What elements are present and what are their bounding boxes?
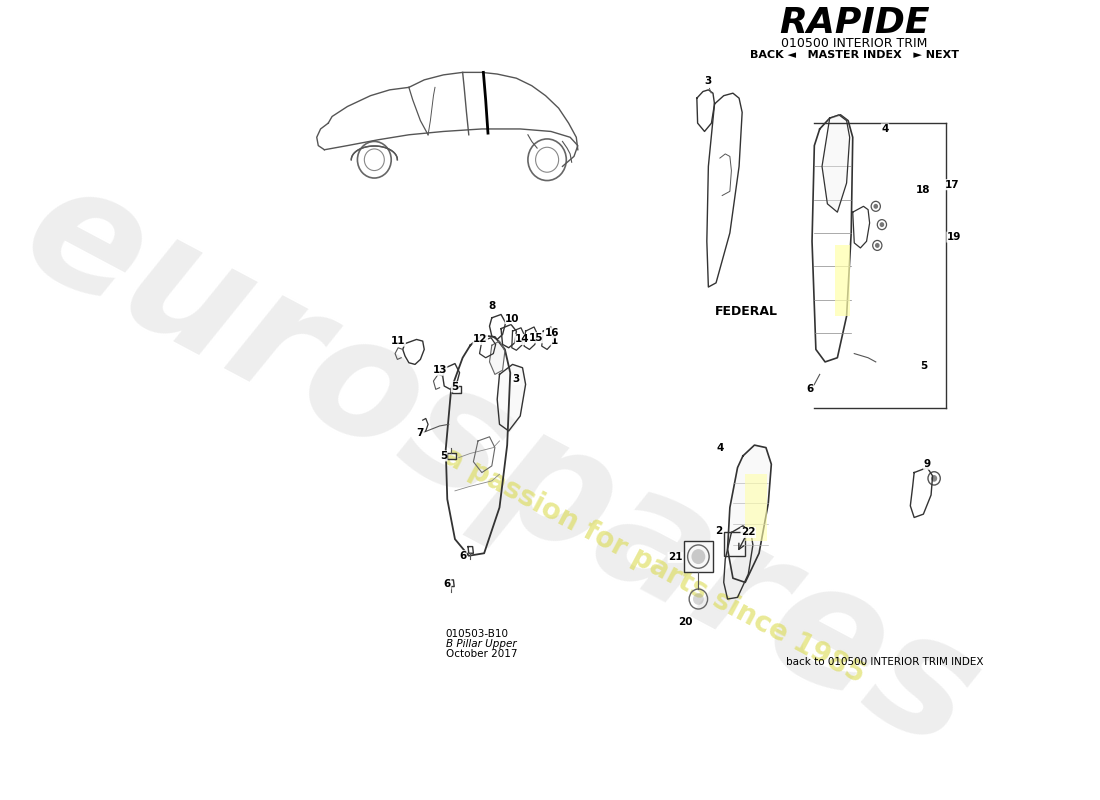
Text: 6: 6: [459, 550, 466, 561]
Bar: [745, 474, 767, 541]
Text: 9: 9: [924, 459, 931, 470]
Polygon shape: [822, 115, 849, 212]
Circle shape: [693, 593, 704, 605]
Text: BACK ◄   MASTER INDEX   ► NEXT: BACK ◄ MASTER INDEX ► NEXT: [750, 50, 959, 60]
Text: 5: 5: [920, 361, 927, 371]
Text: 7: 7: [417, 428, 425, 438]
Text: FEDERAL: FEDERAL: [715, 306, 779, 318]
Text: 6: 6: [806, 384, 813, 394]
Text: 1: 1: [551, 336, 559, 346]
Text: 18: 18: [916, 185, 931, 194]
Text: 16: 16: [544, 328, 559, 338]
Text: a passion for parts since 1985: a passion for parts since 1985: [439, 442, 870, 689]
Text: 4: 4: [881, 124, 889, 134]
Text: 20: 20: [678, 618, 693, 627]
Text: B Pillar Upper: B Pillar Upper: [446, 639, 516, 649]
Text: 10: 10: [505, 314, 520, 324]
Text: 3: 3: [705, 76, 712, 86]
Text: 8: 8: [488, 301, 495, 311]
Text: 11: 11: [390, 336, 406, 346]
Circle shape: [873, 204, 878, 209]
Text: 21: 21: [668, 553, 683, 562]
Text: 17: 17: [945, 180, 960, 190]
Text: 12: 12: [473, 334, 487, 345]
Text: 010500 INTERIOR TRIM: 010500 INTERIOR TRIM: [781, 37, 927, 50]
Text: 3: 3: [513, 374, 520, 384]
Text: 5: 5: [451, 382, 459, 392]
Text: 6: 6: [443, 579, 451, 589]
Circle shape: [931, 475, 937, 482]
Text: 010503-B10: 010503-B10: [446, 629, 508, 639]
Bar: [835, 246, 850, 316]
Text: 19: 19: [947, 232, 961, 242]
Text: back to 010500 INTERIOR TRIM INDEX: back to 010500 INTERIOR TRIM INDEX: [786, 658, 983, 667]
Text: 3: 3: [705, 76, 712, 86]
Circle shape: [692, 549, 705, 564]
Polygon shape: [497, 365, 526, 431]
Text: 22: 22: [741, 527, 756, 538]
Text: RAPIDE: RAPIDE: [779, 6, 930, 40]
Polygon shape: [490, 341, 505, 374]
Text: 13: 13: [432, 366, 447, 375]
Text: eurospares: eurospares: [0, 146, 1004, 785]
Polygon shape: [727, 445, 771, 582]
Text: October 2017: October 2017: [446, 649, 517, 659]
Text: 4: 4: [716, 442, 724, 453]
Circle shape: [874, 243, 880, 248]
Text: 2: 2: [715, 526, 722, 536]
Bar: [684, 541, 713, 572]
Text: 15: 15: [529, 333, 543, 342]
Circle shape: [880, 222, 884, 227]
Text: 5: 5: [440, 451, 447, 461]
Bar: [724, 533, 745, 556]
Text: 14: 14: [515, 334, 530, 345]
